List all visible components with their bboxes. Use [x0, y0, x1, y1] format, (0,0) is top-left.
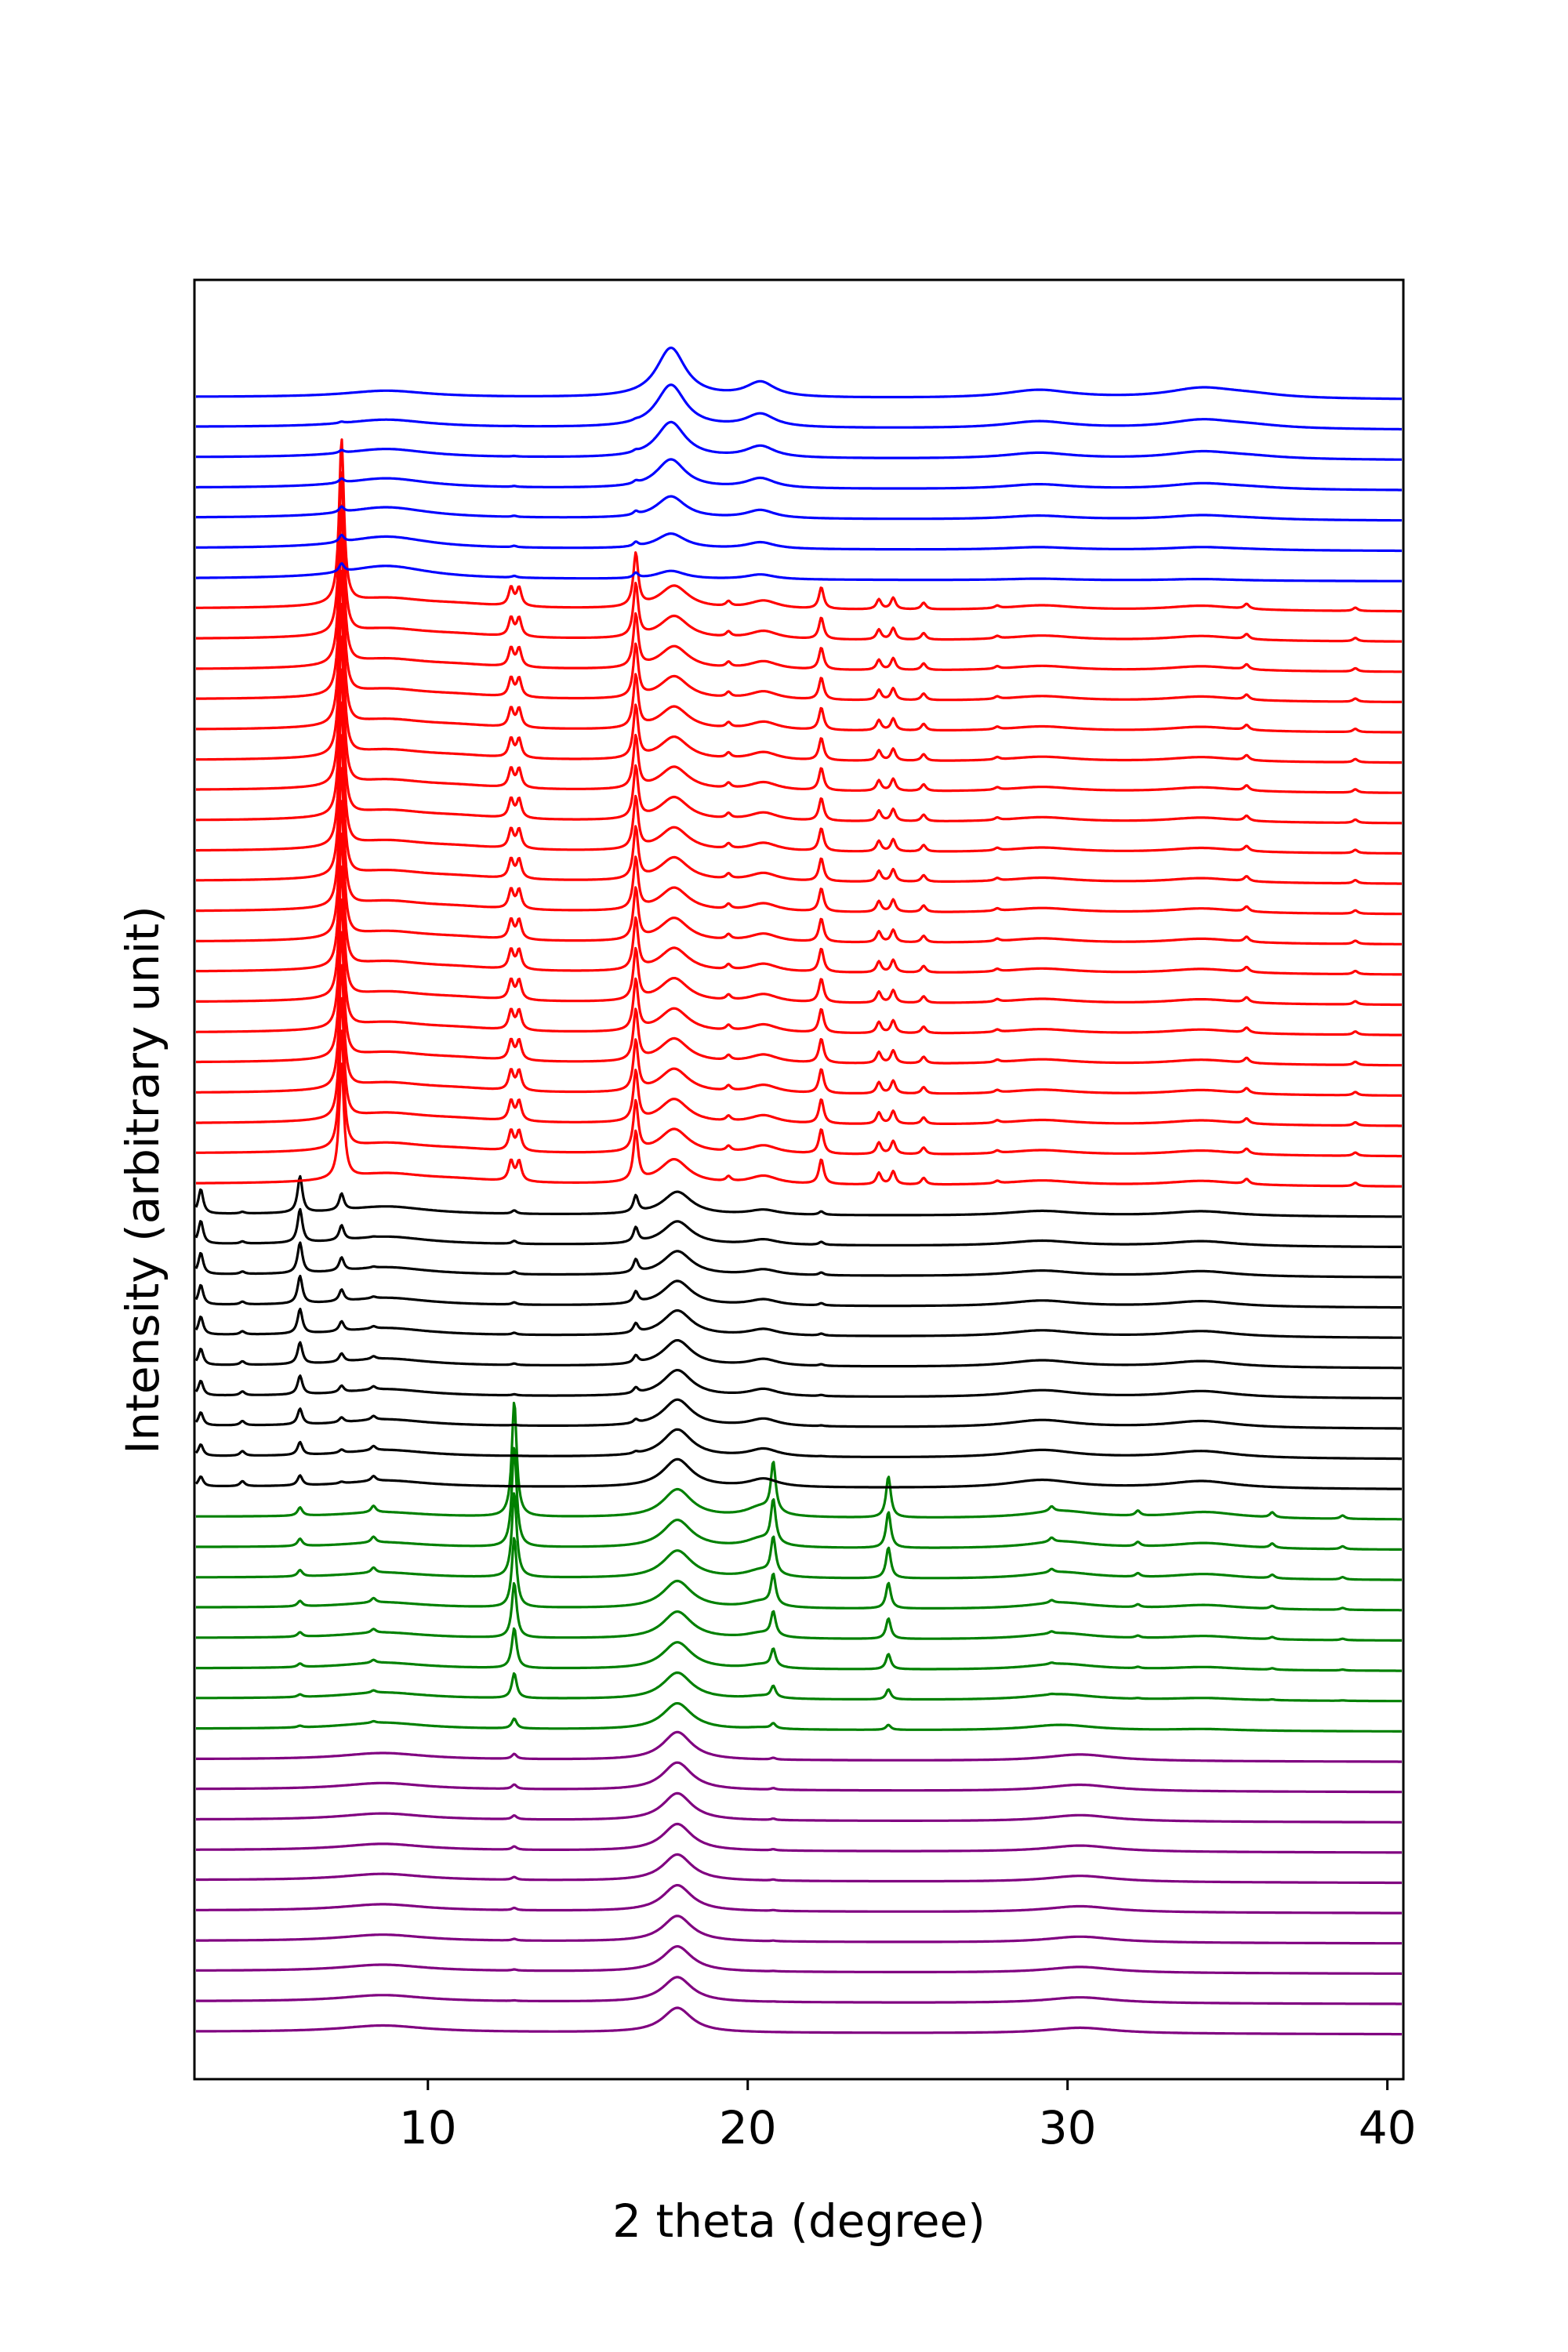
series-line-red — [195, 701, 1403, 855]
curve-group — [194, 347, 1403, 2036]
x-tick-label: 10 — [399, 2101, 457, 2154]
x-tick-label: 30 — [1039, 2101, 1097, 2154]
series-line-green — [195, 1702, 1403, 1733]
plot-frame — [193, 278, 1405, 2081]
series-line-green — [195, 1671, 1403, 1703]
series-line-red — [195, 602, 1403, 764]
series-line-purple — [195, 1853, 1403, 1885]
series-line-blue — [195, 458, 1403, 492]
series-line-red — [195, 1029, 1403, 1158]
x-tick-label: 20 — [719, 2101, 777, 2154]
series-line-black — [194, 1457, 1403, 1490]
series-line-red — [195, 569, 1403, 734]
series-line-black — [194, 1241, 1403, 1279]
series-line-black — [194, 1339, 1403, 1370]
series-line-black — [194, 1275, 1403, 1309]
series-line-red — [195, 898, 1403, 1036]
series-line-purple — [195, 1884, 1403, 1915]
series-line-blue — [195, 420, 1403, 461]
x-axis-ticks: 10 20 30 40 — [399, 2079, 1417, 2154]
series-line-green — [195, 1446, 1403, 1552]
y-axis-label: Intensity (arbitrary unit) — [116, 906, 169, 1454]
series-line-green — [195, 1627, 1403, 1672]
series-line-red — [195, 536, 1403, 703]
series-line-purple — [195, 2006, 1403, 2036]
series-line-purple — [195, 1791, 1403, 1824]
series-line-black — [194, 1369, 1403, 1399]
series-line-black — [194, 1308, 1403, 1339]
series-line-red — [195, 1062, 1403, 1188]
series-line-purple — [195, 1915, 1403, 1945]
series-line-blue — [195, 532, 1403, 553]
series-line-black — [194, 1398, 1403, 1430]
series-line-red — [195, 471, 1403, 643]
series-line-black — [194, 1428, 1403, 1461]
series-line-purple — [195, 1822, 1403, 1854]
series-line-red — [195, 865, 1403, 1007]
x-tick-label: 40 — [1359, 2101, 1417, 2154]
series-line-purple — [195, 1761, 1403, 1794]
series-line-red — [195, 931, 1403, 1067]
x-axis-label: 2 theta (degree) — [612, 2194, 985, 2248]
series-line-purple — [195, 1730, 1403, 1763]
series-line-purple — [195, 1976, 1403, 2005]
series-line-green — [195, 1537, 1403, 1612]
series-line-red — [195, 996, 1403, 1127]
series-line-green — [195, 1582, 1403, 1642]
series-line-blue — [195, 383, 1403, 431]
series-line-blue — [195, 562, 1403, 583]
series-line-green — [195, 1401, 1403, 1521]
series-line-blue — [195, 495, 1403, 522]
series-line-green — [195, 1492, 1403, 1581]
series-line-blue — [195, 347, 1403, 401]
series-line-red — [195, 635, 1403, 794]
series-line-red — [195, 504, 1403, 673]
series-line-black — [194, 1174, 1403, 1218]
series-line-red — [195, 767, 1403, 916]
series-line-red — [195, 800, 1403, 946]
series-line-red — [195, 668, 1403, 825]
series-line-black — [194, 1207, 1403, 1248]
series-line-red — [195, 832, 1403, 976]
series-line-red — [195, 438, 1403, 613]
series-line-red — [195, 734, 1403, 885]
series-line-red — [195, 964, 1403, 1097]
series-line-purple — [195, 1945, 1403, 1975]
